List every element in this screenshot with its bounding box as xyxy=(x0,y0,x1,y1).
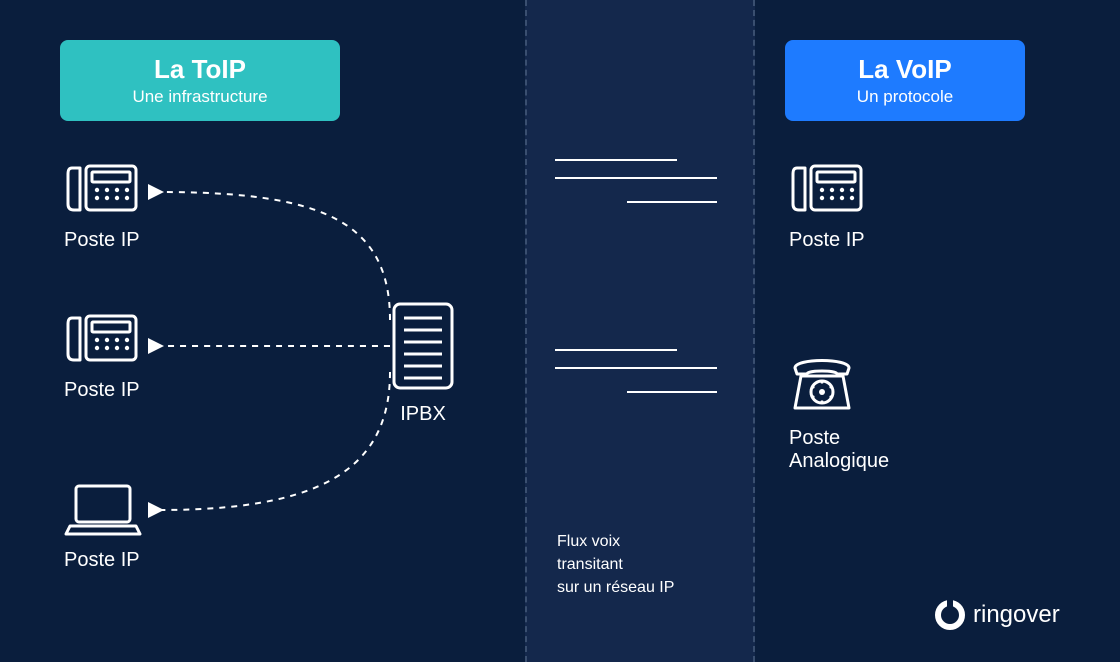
toip-node-laptop: Poste IP xyxy=(64,480,142,572)
server-icon xyxy=(390,300,456,392)
laptop-icon xyxy=(64,480,142,538)
voip-title: La VoIP xyxy=(805,54,1005,85)
flux-panel: Flux voix transitant sur un réseau IP xyxy=(525,0,755,662)
toip-node-label-2: Poste IP xyxy=(64,379,142,402)
flux-line-1: Flux voix xyxy=(557,530,674,553)
ringover-brand: ringover xyxy=(935,600,1060,630)
toip-node-label-3: Poste IP xyxy=(64,549,142,572)
voip-node-label-2b: Analogique xyxy=(789,450,889,473)
toip-node-phone-1: Poste IP xyxy=(64,160,142,252)
ringover-brand-text: ringover xyxy=(973,601,1060,629)
deskphone-icon xyxy=(64,160,142,218)
flux-caption: Flux voix transitant sur un réseau IP xyxy=(557,530,674,600)
voip-subtitle: Un protocole xyxy=(805,87,1005,107)
toip-subtitle: Une infrastructure xyxy=(80,87,320,107)
voip-node-label-1: Poste IP xyxy=(789,229,867,252)
toip-node-label-1: Poste IP xyxy=(64,229,142,252)
rotary-phone-icon xyxy=(789,350,855,416)
ringover-logo-icon xyxy=(935,600,965,630)
voip-node-phone: Poste IP xyxy=(789,160,867,252)
ipbx-label: IPBX xyxy=(390,403,456,426)
toip-title: La ToIP xyxy=(80,54,320,85)
deskphone-icon xyxy=(64,310,142,368)
toip-node-phone-2: Poste IP xyxy=(64,310,142,402)
deskphone-icon xyxy=(789,160,867,218)
toip-panel: La ToIP Une infrastructure Poste IP xyxy=(0,0,525,662)
flux-line-3: sur un réseau IP xyxy=(557,576,674,599)
flux-line-2: transitant xyxy=(557,553,674,576)
voip-node-rotary: Poste Analogique xyxy=(789,350,889,473)
voip-node-label-2a: Poste xyxy=(789,427,889,450)
voip-panel: La VoIP Un protocole Poste IP xyxy=(755,0,1120,662)
toip-badge: La ToIP Une infrastructure xyxy=(60,40,340,121)
ipbx-node: IPBX xyxy=(390,300,456,426)
voip-badge: La VoIP Un protocole xyxy=(785,40,1025,121)
